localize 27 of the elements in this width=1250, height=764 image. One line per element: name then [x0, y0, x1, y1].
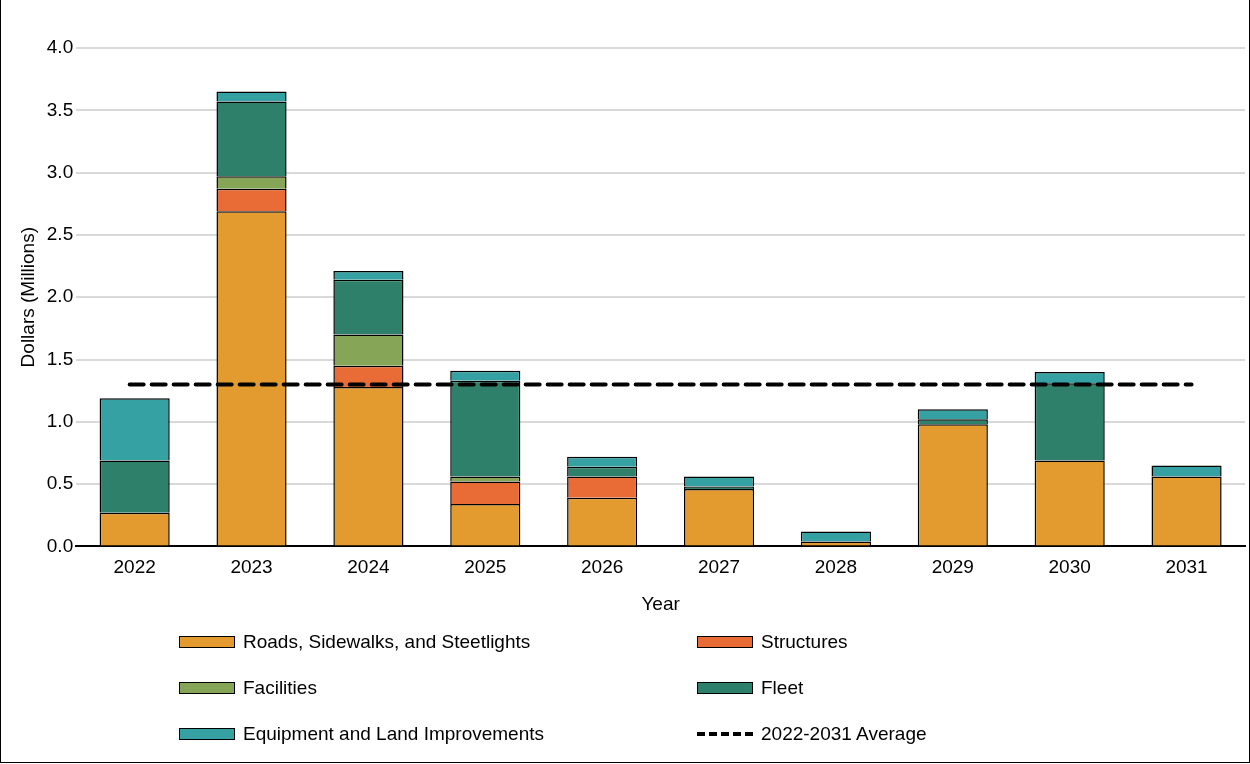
y-tick-label: 1.5 [46, 347, 74, 369]
legend-label: 2022-2031 Average [761, 723, 927, 745]
x-tick-label: 2027 [697, 556, 741, 578]
y-tick-label: 3.0 [46, 160, 74, 182]
legend-label: Structures [761, 631, 848, 653]
y-tick-label: 4.0 [46, 36, 74, 58]
x-tick-label: 2024 [347, 556, 390, 578]
y-tick-label: 3.5 [46, 98, 74, 120]
x-axis-title: Year [641, 592, 681, 614]
x-tick-label: 2026 [581, 556, 624, 578]
x-tick-label: 2023 [230, 556, 273, 578]
legend-label: Equipment and Land Improvements [243, 723, 545, 745]
x-tick-label: 2025 [464, 556, 507, 578]
y-tick-label: 1.0 [46, 410, 74, 432]
x-tick-label: 2028 [814, 556, 858, 578]
y-tick-label: 2.5 [46, 223, 74, 245]
x-tick-label: 2031 [1165, 556, 1208, 578]
legend-label: Fleet [761, 677, 804, 699]
y-tick-label: 0.0 [46, 534, 74, 556]
legend-label: Roads, Sidewalks, and Steetlights [243, 631, 531, 653]
y-tick-label: 0.5 [46, 472, 74, 494]
x-tick-label: 2029 [931, 556, 974, 578]
y-axis-title: Dollars (Millions) [16, 227, 38, 368]
x-tick-label: 2022 [113, 556, 156, 578]
legend-label: Facilities [243, 677, 317, 699]
y-tick-label: 2.0 [46, 285, 74, 307]
x-tick-label: 2030 [1048, 556, 1091, 578]
